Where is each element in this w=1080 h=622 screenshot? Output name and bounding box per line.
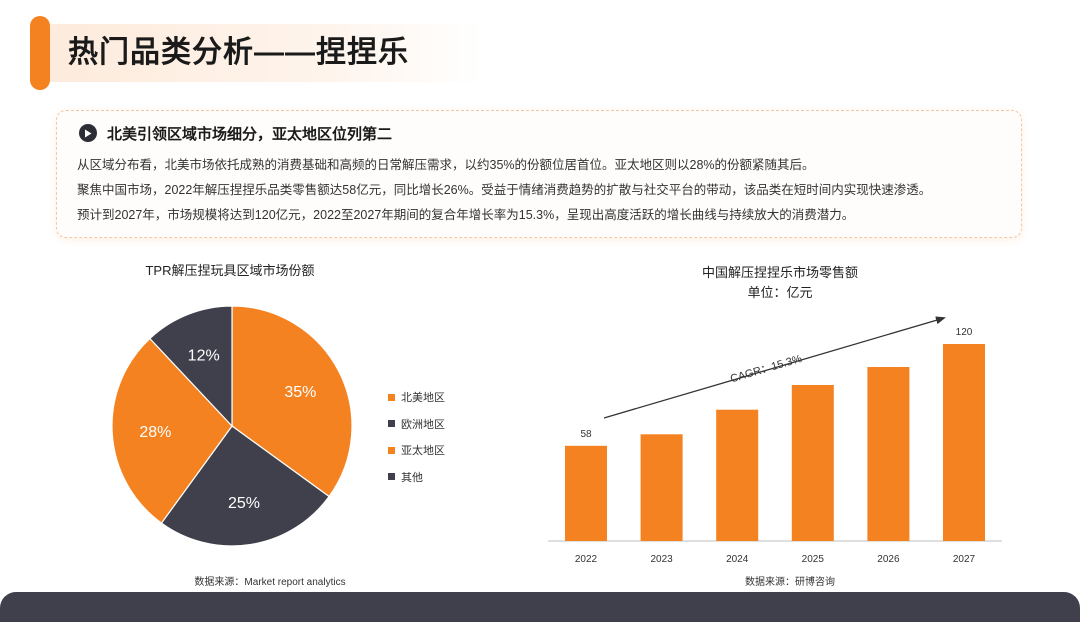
bar-chart-subtitle: 单位：亿元 <box>747 285 813 300</box>
legend-label: 北美地区 <box>401 392 445 405</box>
bar-data-label: 58 <box>580 429 592 440</box>
summary-heading: 北美引领区域市场细分，亚太地区位列第二 <box>79 123 392 143</box>
legend-swatch <box>388 446 395 454</box>
legend-label: 其他 <box>401 471 423 484</box>
x-tick-label: 2025 <box>802 554 825 565</box>
legend-label: 亚太地区 <box>401 445 445 458</box>
x-tick-label: 2022 <box>575 554 598 565</box>
bar <box>716 409 759 541</box>
pie-slice-label: 35% <box>284 384 316 401</box>
x-tick-label: 2024 <box>726 554 749 565</box>
pie-source: 数据来源：Market report analytics <box>194 577 346 588</box>
summary-body: 从区域分布看，北美市场依托成熟的消费基础和高频的日常解压需求，以约35%的份额位… <box>77 153 1005 228</box>
x-tick-label: 2023 <box>650 554 673 565</box>
pie-slice <box>149 305 233 428</box>
cagr-arrow <box>603 316 946 419</box>
legend-swatch <box>388 393 395 401</box>
bar <box>791 385 834 541</box>
page-title: 热门品类分析——捏捏乐 <box>68 36 409 69</box>
x-tick-label: 2026 <box>877 554 900 565</box>
legend-item-europe: 欧洲地区 <box>388 411 445 438</box>
pie-slice-label: 25% <box>228 495 260 512</box>
footer-band <box>0 592 1080 622</box>
pie-slice-label: 12% <box>188 348 220 365</box>
pie-slice-label: 28% <box>139 424 171 441</box>
title-band <box>42 24 482 82</box>
summary-heading-text: 北美引领区域市场细分，亚太地区位列第二 <box>107 125 393 143</box>
legend-swatch <box>388 473 395 481</box>
bar-source: 数据来源：研博咨询 <box>745 577 835 588</box>
title-accent-bar <box>30 16 50 90</box>
bar <box>943 344 985 541</box>
summary-line: 聚焦中国市场，2022年解压捏捏乐品类零售额达58亿元，同比增长26%。受益于情… <box>77 183 932 197</box>
pie-slice <box>231 305 353 498</box>
summary-line: 从区域分布看，北美市场依托成熟的消费基础和高频的日常解压需求，以约35%的份额位… <box>77 158 815 172</box>
pie-slice <box>111 337 233 524</box>
cagr-annotation: CAGR：15.3% <box>729 353 804 385</box>
legend-item-asia-pacific: 亚太地区 <box>388 437 445 464</box>
summary-line: 预计到2027年，市场规模将达到120亿元，2022至2027年期间的复合年增长… <box>77 208 855 222</box>
pie-legend: 北美地区 欧洲地区 亚太地区 其他 <box>388 384 445 490</box>
bar-chart-title: 中国解压捏捏乐市场零售额 单位：亿元 <box>660 263 900 303</box>
legend-item-other: 其他 <box>388 464 445 491</box>
legend-label: 欧洲地区 <box>401 418 445 431</box>
summary-card: 北美引领区域市场细分，亚太地区位列第二 从区域分布看，北美市场依托成熟的消费基础… <box>56 110 1022 238</box>
legend-item-north-america: 北美地区 <box>388 384 445 411</box>
play-icon <box>79 124 97 142</box>
legend-swatch <box>388 420 395 428</box>
bar <box>640 434 683 541</box>
pie-chart-title: TPR解压捏玩具区域市场份额 <box>145 263 315 278</box>
pie-chart: 35% 25% 28% 12% 2022 58 2023 2024 2025 2026 2027 12… <box>111 305 1002 565</box>
x-tick-label: 2027 <box>953 554 976 565</box>
bar <box>867 367 910 541</box>
bar-data-label: 120 <box>956 327 973 338</box>
bar <box>565 445 607 541</box>
pie-slice <box>160 425 330 547</box>
bar-chart-title-main: 中国解压捏捏乐市场零售额 <box>701 265 858 280</box>
